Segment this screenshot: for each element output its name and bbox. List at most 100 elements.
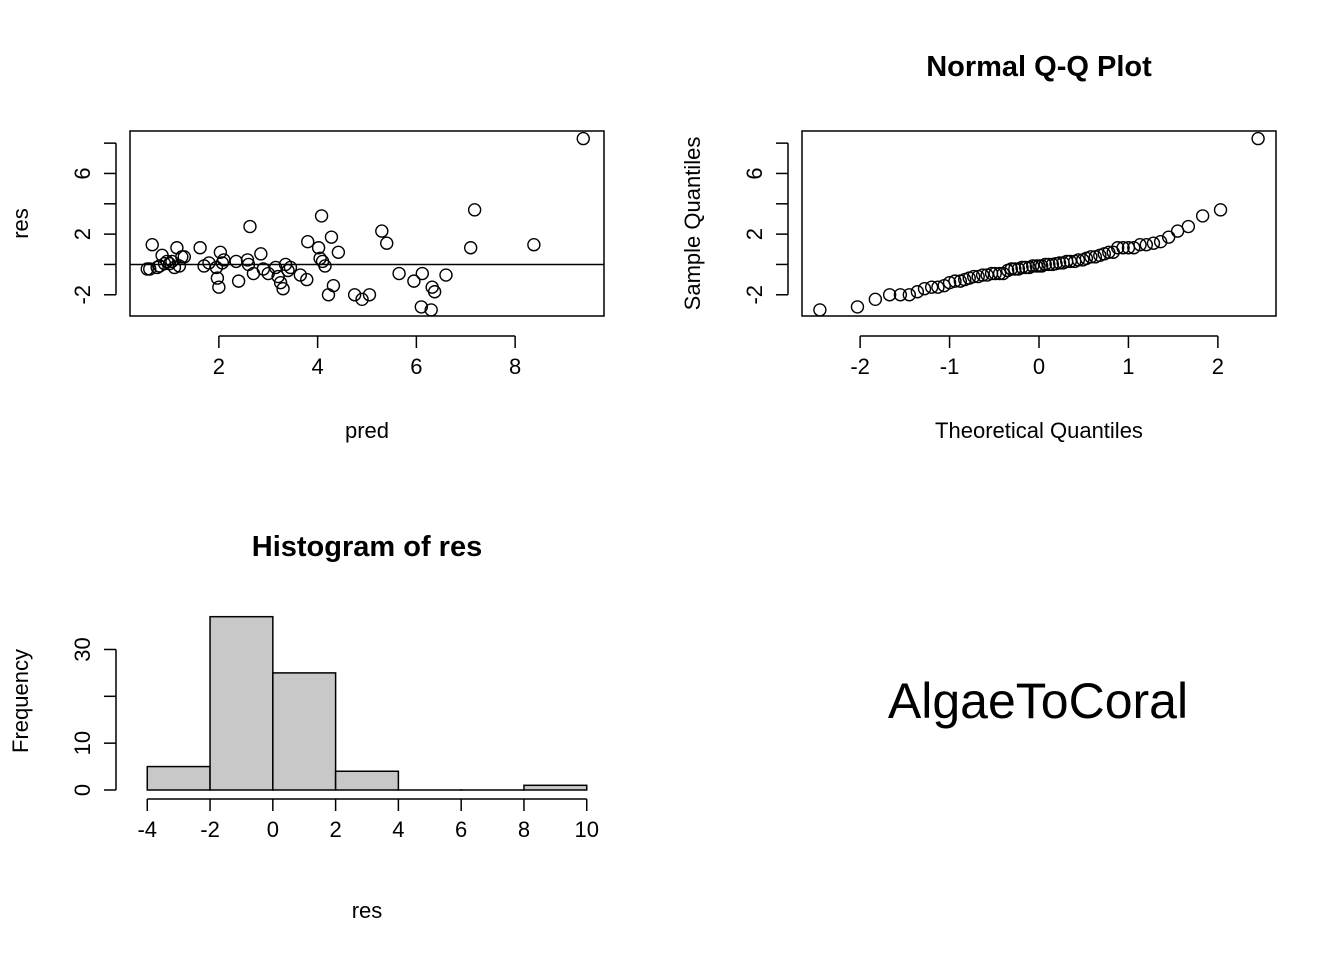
- data-point: [1213, 203, 1228, 217]
- data-point: [407, 274, 421, 288]
- data-point: [300, 272, 314, 287]
- data-point: [268, 260, 283, 275]
- data-point: [427, 285, 442, 299]
- y-tick-label: 30: [70, 637, 95, 661]
- data-point: [229, 254, 243, 269]
- y-tick-label: -2: [742, 285, 767, 305]
- data-point: [301, 234, 315, 249]
- data-point: [902, 288, 917, 302]
- data-point: [331, 245, 346, 260]
- histogram-bar: [523, 784, 588, 791]
- data-point: [375, 224, 389, 238]
- x-tick-label: 4: [392, 817, 404, 842]
- data-point: [150, 260, 164, 275]
- data-point: [1251, 131, 1265, 146]
- y-tick-label: 6: [70, 167, 95, 179]
- x-tick-label: 0: [1033, 354, 1045, 379]
- data-point: [240, 253, 255, 267]
- normal-qq-panel: -2 -1 0 1 2 -2 2 6 Normal Q-Q Plot Theoretical Qu…: [680, 51, 1277, 443]
- data-point: [893, 288, 908, 302]
- data-point: [1084, 250, 1098, 264]
- data-point: [1038, 257, 1052, 272]
- data-point: [145, 238, 159, 252]
- y-tick-label: 2: [742, 228, 767, 240]
- panel-text-label: AlgaeToCoral: [888, 673, 1188, 729]
- data-point: [942, 275, 957, 290]
- x-tick-label: 10: [574, 817, 598, 842]
- data-point: [1071, 253, 1086, 267]
- data-point: [967, 269, 981, 284]
- data-point: [1052, 256, 1067, 270]
- plot-frame: [129, 130, 605, 317]
- y-tick-label: 0: [70, 784, 95, 796]
- x-tick-label: 6: [455, 817, 467, 842]
- data-point: [1127, 241, 1141, 255]
- data-point: [1111, 241, 1125, 255]
- data-point: [1008, 262, 1022, 276]
- data-point: [1015, 260, 1029, 275]
- data-point: [212, 280, 226, 294]
- data-point: [231, 274, 246, 288]
- data-point: [243, 219, 257, 234]
- data-point: [355, 292, 369, 307]
- data-point: [1018, 260, 1033, 275]
- chart-title: Histogram of res: [252, 531, 482, 563]
- data-point: [1042, 257, 1056, 272]
- data-point: [1004, 262, 1018, 276]
- data-point: [813, 303, 827, 317]
- data-point: [143, 262, 157, 276]
- data-point: [868, 292, 883, 307]
- data-point: [882, 288, 897, 302]
- data-point: [318, 259, 332, 273]
- data-point: [931, 280, 945, 294]
- x-tick-label: -1: [940, 354, 960, 379]
- histogram-bar: [334, 770, 400, 791]
- data-point: [311, 241, 326, 255]
- data-point: [414, 300, 429, 314]
- x-axis-label: pred: [345, 418, 389, 443]
- data-point: [424, 303, 438, 317]
- data-point: [467, 203, 482, 217]
- data-point: [439, 268, 453, 282]
- data-point: [273, 275, 288, 290]
- x-tick-label: -2: [200, 817, 220, 842]
- data-point: [392, 266, 406, 281]
- data-point: [362, 288, 377, 302]
- histogram-bar: [209, 615, 274, 791]
- data-point: [380, 236, 394, 250]
- histogram-bar: [146, 765, 211, 791]
- data-point: [1161, 230, 1176, 244]
- y-tick-label: 6: [742, 167, 767, 179]
- data-point: [276, 282, 290, 296]
- chart-title: Normal Q-Q Plot: [926, 51, 1152, 83]
- data-point: [850, 300, 865, 314]
- histogram-panel: -4 -2 0 2 4 6 8 10 0 10 30 Histogram of res res Frequ…: [8, 531, 599, 923]
- data-point: [314, 209, 329, 223]
- y-tick-label: -2: [70, 285, 95, 305]
- data-point: [347, 288, 362, 302]
- data-point: [988, 266, 1002, 281]
- data-point: [527, 238, 541, 252]
- x-tick-label: 8: [518, 817, 530, 842]
- data-point: [324, 230, 339, 244]
- residuals-vs-fitted-panel: 2 4 6 8 -2 2 6 pred res: [8, 130, 605, 443]
- x-tick-label: -2: [850, 354, 870, 379]
- data-point: [576, 131, 590, 146]
- x-tick-label: 6: [410, 354, 422, 379]
- y-tick-label: 10: [70, 731, 95, 755]
- x-tick-label: 0: [267, 817, 279, 842]
- x-axis-label: res: [352, 898, 383, 923]
- x-axis-label: Theoretical Quantiles: [935, 418, 1143, 443]
- data-point: [313, 251, 327, 266]
- histogram-bar: [272, 672, 337, 791]
- x-tick-label: -4: [137, 817, 157, 842]
- data-point: [1195, 209, 1210, 223]
- x-tick-label: 1: [1122, 354, 1134, 379]
- data-point: [177, 250, 192, 264]
- data-point: [1139, 238, 1154, 252]
- data-point: [910, 285, 925, 299]
- x-tick-label: 2: [329, 817, 341, 842]
- data-point: [917, 282, 932, 296]
- y-axis-label: Sample Quantiles: [680, 137, 705, 311]
